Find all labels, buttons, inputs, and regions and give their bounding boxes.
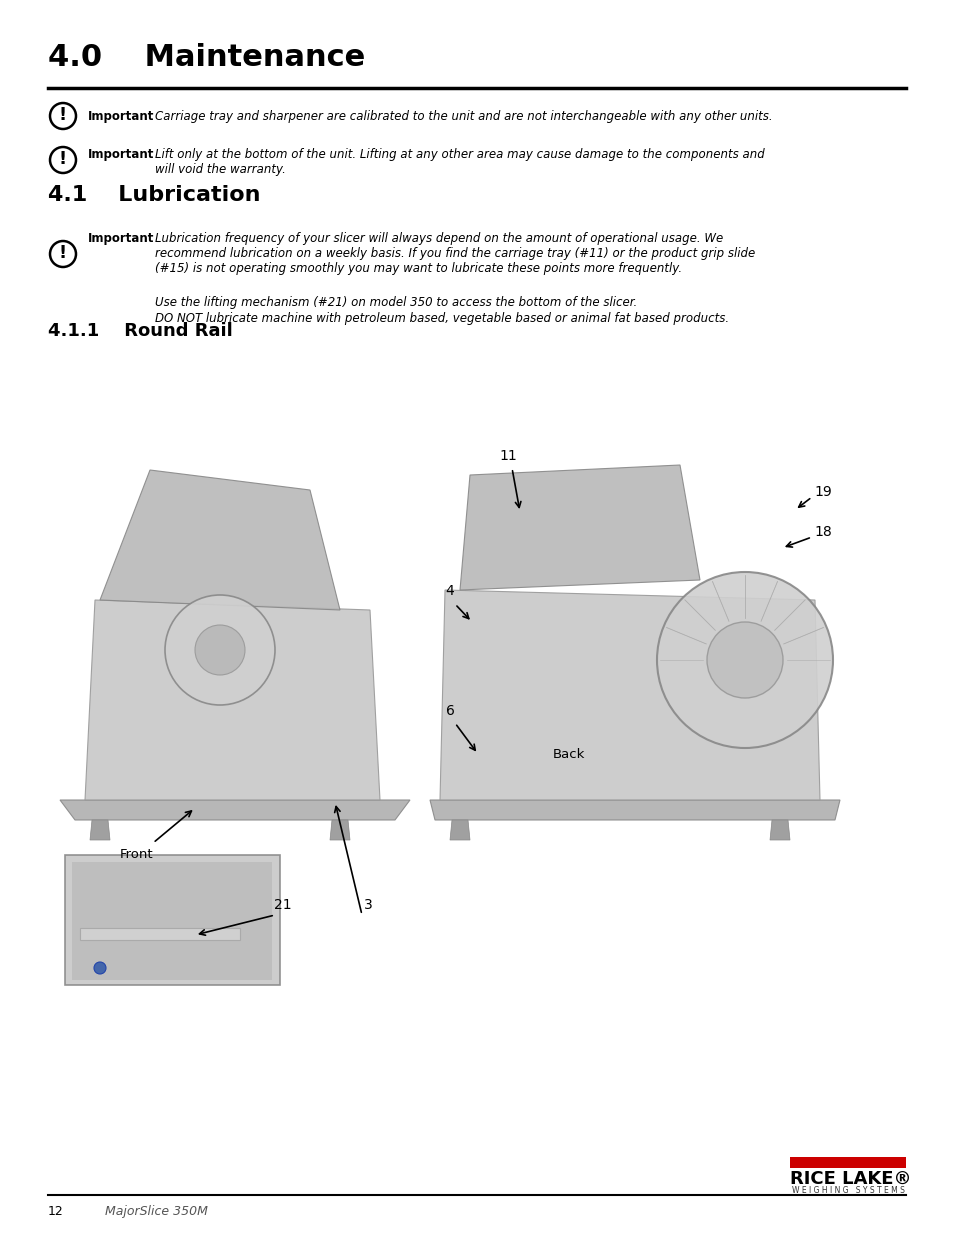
Text: 21: 21 <box>274 898 292 911</box>
Polygon shape <box>459 466 700 590</box>
Polygon shape <box>439 590 820 800</box>
Circle shape <box>94 962 106 974</box>
Polygon shape <box>85 600 379 800</box>
Polygon shape <box>430 800 840 820</box>
Circle shape <box>706 622 782 698</box>
Text: Carriage tray and sharpener are calibrated to the unit and are not interchangeab: Carriage tray and sharpener are calibrat… <box>154 110 772 124</box>
Text: 4.0    Maintenance: 4.0 Maintenance <box>48 43 365 72</box>
Text: 6: 6 <box>445 704 454 718</box>
Text: !: ! <box>59 149 67 168</box>
Text: 12: 12 <box>48 1205 64 1218</box>
Circle shape <box>657 572 832 748</box>
Text: 4: 4 <box>445 584 454 598</box>
Text: 19: 19 <box>813 485 831 499</box>
Text: RICE LAKE®: RICE LAKE® <box>789 1170 910 1188</box>
Text: MajorSlice 350M: MajorSlice 350M <box>105 1205 208 1218</box>
Polygon shape <box>90 820 110 840</box>
Circle shape <box>165 595 274 705</box>
FancyBboxPatch shape <box>65 855 280 986</box>
Text: Important: Important <box>88 148 154 161</box>
Text: Back: Back <box>553 748 585 761</box>
Text: W E I G H I N G   S Y S T E M S: W E I G H I N G S Y S T E M S <box>791 1186 904 1195</box>
Polygon shape <box>769 820 789 840</box>
Circle shape <box>194 625 245 676</box>
Text: 3: 3 <box>363 898 372 911</box>
FancyBboxPatch shape <box>80 927 240 940</box>
Text: !: ! <box>59 245 67 262</box>
Text: Important: Important <box>88 110 154 124</box>
Text: Front: Front <box>120 848 153 861</box>
Text: 18: 18 <box>813 525 831 538</box>
Text: 11: 11 <box>498 450 517 463</box>
Polygon shape <box>330 820 350 840</box>
Text: 4.1    Lubrication: 4.1 Lubrication <box>48 185 260 205</box>
Text: Lift only at the bottom of the unit. Lifting at any other area may cause damage : Lift only at the bottom of the unit. Lif… <box>154 148 764 177</box>
Text: Lubrication frequency of your slicer will always depend on the amount of operati: Lubrication frequency of your slicer wil… <box>154 232 755 275</box>
Text: Use the lifting mechanism (#21) on model 350 to access the bottom of the slicer.: Use the lifting mechanism (#21) on model… <box>154 296 637 309</box>
Text: DO NOT lubricate machine with petroleum based, vegetable based or animal fat bas: DO NOT lubricate machine with petroleum … <box>154 312 728 325</box>
Text: Important: Important <box>88 232 154 245</box>
FancyBboxPatch shape <box>789 1157 905 1168</box>
Text: 4.1.1    Round Rail: 4.1.1 Round Rail <box>48 322 233 340</box>
Polygon shape <box>450 820 470 840</box>
Polygon shape <box>60 800 410 820</box>
Polygon shape <box>100 471 339 610</box>
FancyBboxPatch shape <box>71 862 272 981</box>
Text: !: ! <box>59 106 67 124</box>
